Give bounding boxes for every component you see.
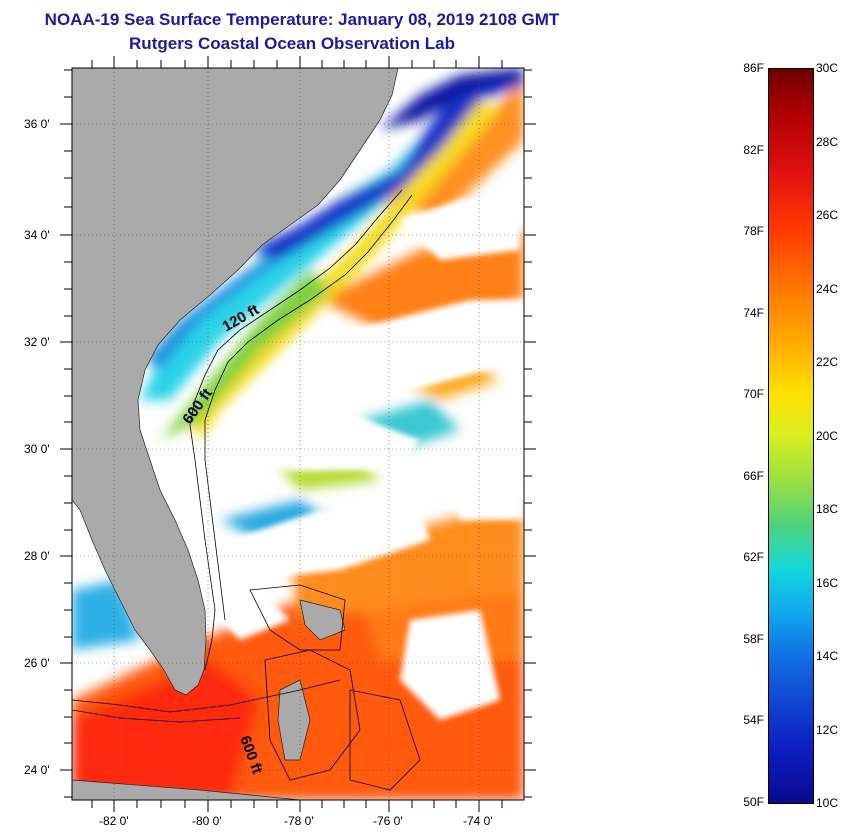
lon-label-76: -76 0' [373,814,403,828]
scale-c-22: 22C [816,355,839,369]
scale-f-78: 78F [743,224,764,238]
map-plot-area: 120 ft 600 ft 600 ft [72,68,524,800]
color-scale-bar [768,68,814,804]
lat-label-28: 28 0' [24,549,50,563]
land-mass [72,68,399,696]
lat-label-24: 24 0' [24,763,50,777]
axis-ticks [60,56,536,812]
scale-c-26: 26C [816,208,839,222]
scale-f-66: 66F [743,469,764,483]
island [299,599,346,641]
scale-f-86: 86F [743,61,764,75]
scale-c-24: 24C [816,282,839,296]
map-title: NOAA-19 Sea Surface Temperature: January… [44,10,560,29]
lat-label-32: 32 0' [24,335,50,349]
scale-c-18: 18C [816,502,839,516]
scale-c-12: 12C [816,723,839,737]
map-frame [71,67,525,801]
lon-label-78: -78 0' [284,814,314,828]
scale-f-54: 54F [743,713,764,727]
lon-label-82: -82 0' [99,814,129,828]
bathymetry-contours [72,189,421,791]
lat-label-30: 30 0' [24,442,50,456]
map-subtitle: Rutgers Coastal Ocean Observation Lab [129,34,455,53]
scale-f-74: 74F [743,306,764,320]
scale-f-82: 82F [743,143,764,157]
scale-c-30: 30C [816,61,839,75]
scale-c-28: 28C [816,135,839,149]
scale-c-20: 20C [816,429,839,443]
scale-c-10: 10C [816,796,839,810]
scale-f-50: 50F [743,795,764,809]
scale-c-16: 16C [816,576,839,590]
lat-label-36: 36 0' [24,117,50,131]
scale-c-14: 14C [816,649,839,663]
grid [72,68,524,800]
scale-f-58: 58F [743,632,764,646]
scale-f-62: 62F [743,550,764,564]
scale-f-70: 70F [743,387,764,401]
lat-label-26: 26 0' [24,656,50,670]
lon-label-80: -80 0' [192,814,222,828]
cloud-cover [200,200,524,720]
lat-label-34: 34 0' [24,228,50,242]
lon-label-74: -74 0' [463,814,493,828]
island [72,779,301,800]
